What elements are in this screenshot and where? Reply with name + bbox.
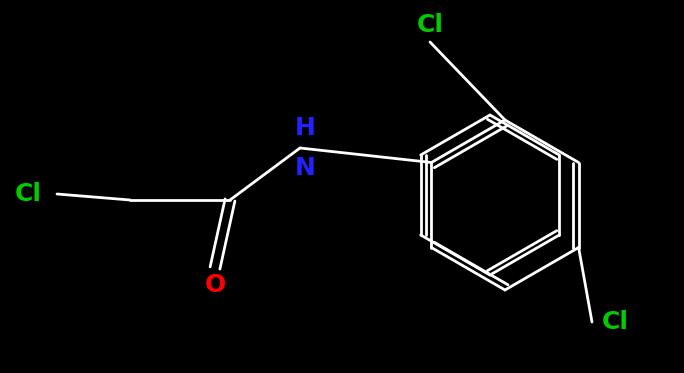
- Text: Cl: Cl: [15, 182, 42, 206]
- Text: O: O: [205, 273, 226, 297]
- Text: Cl: Cl: [602, 310, 629, 334]
- Text: N: N: [295, 156, 315, 180]
- Text: H: H: [295, 116, 315, 140]
- Text: Cl: Cl: [417, 13, 443, 37]
